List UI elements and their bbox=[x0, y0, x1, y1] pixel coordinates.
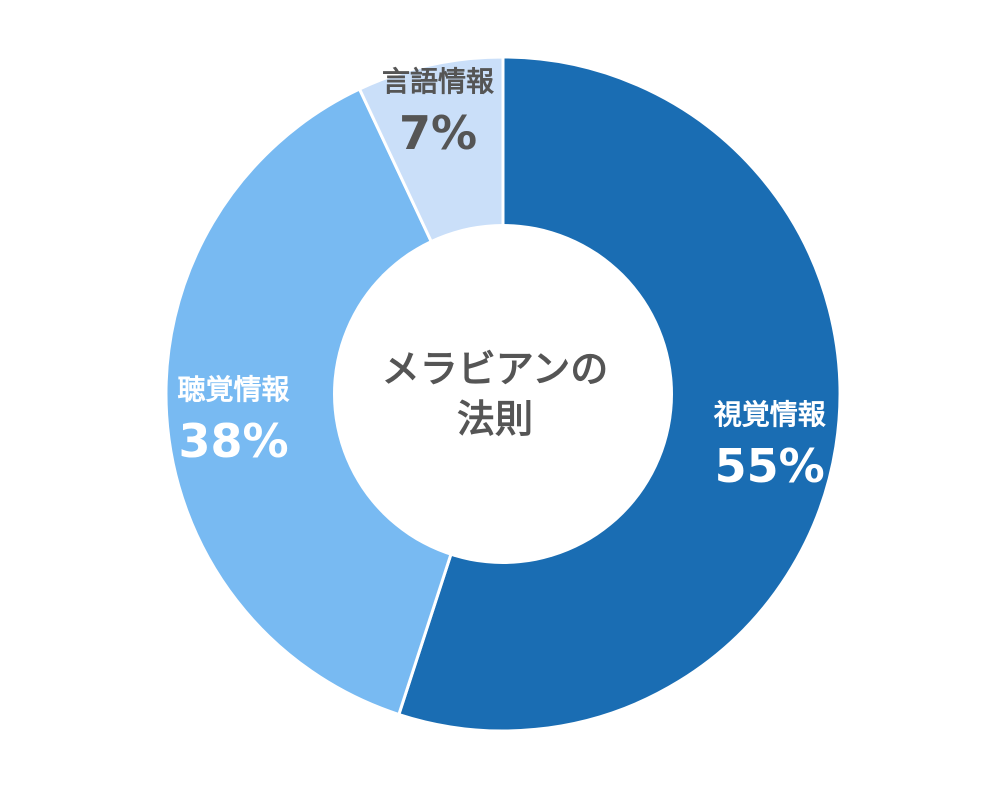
slice-value-verbal: 7% bbox=[399, 106, 477, 160]
slice-labels: 視覚情報 55% 聴覚情報 38% 言語情報 7% bbox=[177, 65, 826, 493]
center-title-line-1: メラビアンの bbox=[382, 347, 608, 391]
slice-label-auditory: 聴覚情報 bbox=[177, 373, 290, 406]
slice-label-visual: 視覚情報 bbox=[714, 398, 827, 431]
slice-label-verbal: 言語情報 bbox=[382, 65, 495, 98]
donut-hole bbox=[333, 224, 673, 564]
center-title-line-2: 法則 bbox=[457, 397, 533, 441]
slice-value-visual: 55% bbox=[715, 439, 825, 493]
slice-value-auditory: 38% bbox=[178, 414, 288, 468]
